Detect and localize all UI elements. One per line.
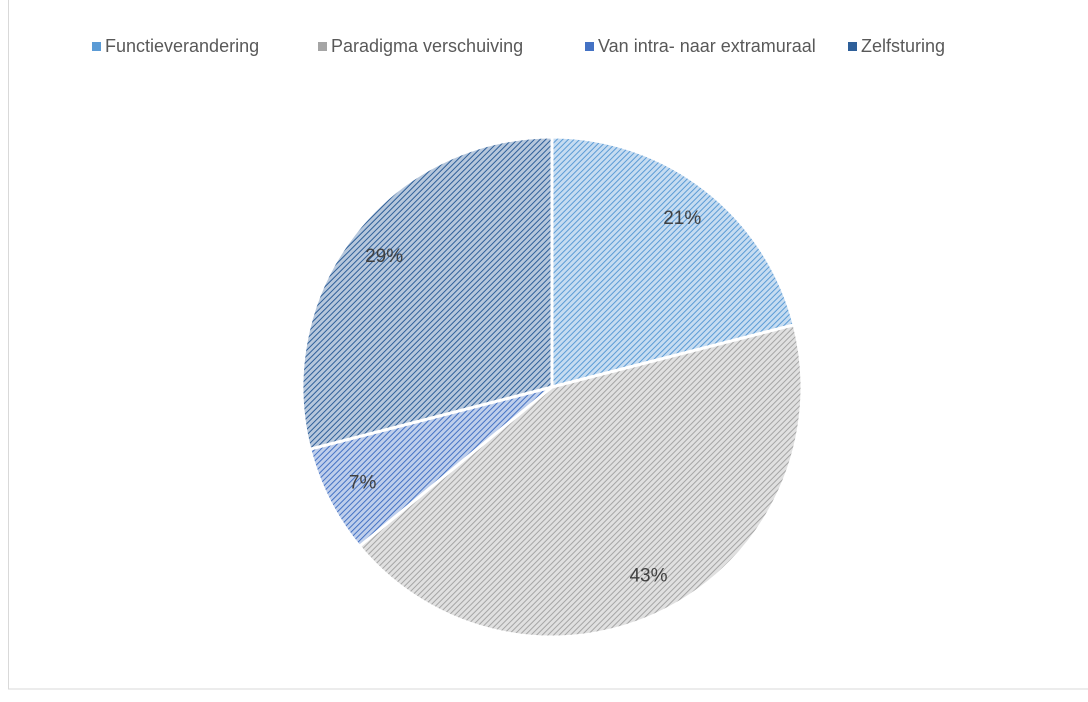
legend-marker — [848, 42, 857, 51]
data-label: 43% — [629, 565, 667, 586]
legend-label: Functieverandering — [105, 36, 259, 56]
data-label: 7% — [349, 472, 377, 493]
legend-label: Zelfsturing — [861, 36, 945, 56]
pie-slice — [300, 135, 554, 451]
pie-slice — [308, 385, 553, 549]
legend-label: Paradigma verschuiving — [331, 36, 523, 56]
legend-marker — [92, 42, 101, 51]
legend-marker — [318, 42, 327, 51]
legend-marker — [585, 42, 594, 51]
chart-frame — [8, 0, 1088, 690]
pie-slice — [550, 135, 796, 389]
data-label: 21% — [663, 208, 701, 229]
legend-label: Van intra- naar extramuraal — [598, 36, 816, 56]
data-label: 29% — [365, 246, 403, 267]
pie-slice — [357, 323, 804, 639]
